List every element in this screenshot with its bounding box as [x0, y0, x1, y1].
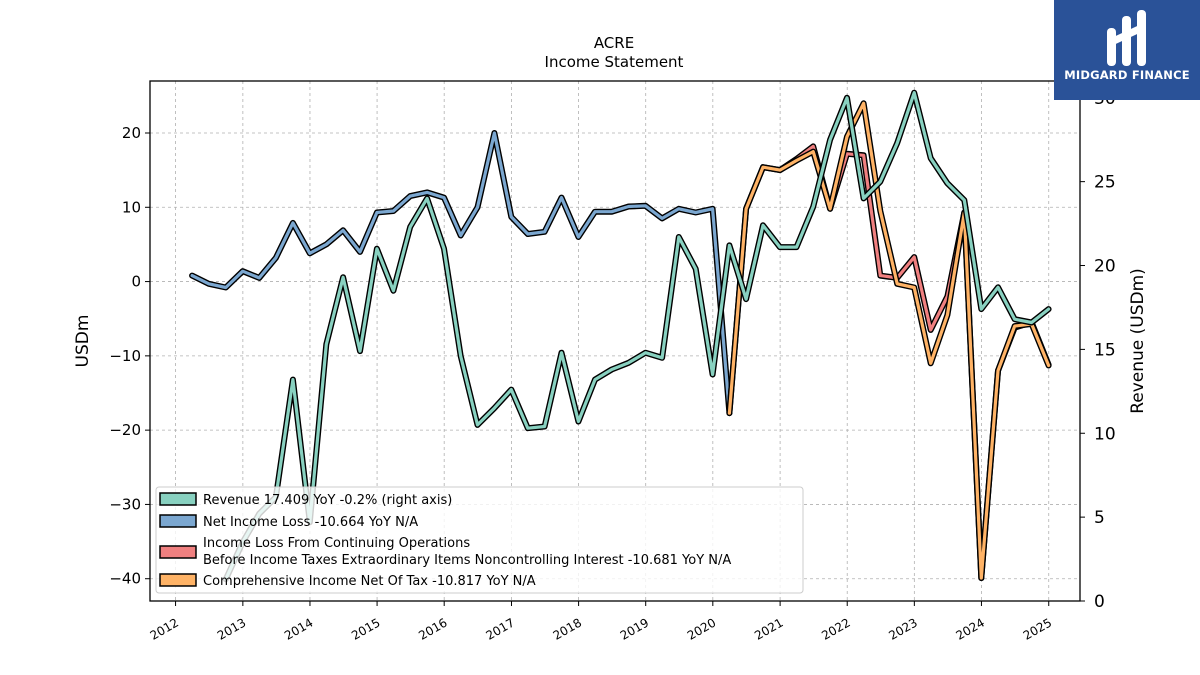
- x-tick-label: 2016: [416, 615, 449, 642]
- x-tick-label: 2025: [1021, 615, 1054, 642]
- y-tick-label: 0: [131, 273, 141, 291]
- y-tick-label: −40: [109, 570, 141, 588]
- legend-swatch-revenue: [159, 492, 197, 506]
- legend-label-net-income: Net Income Loss -10.664 YoY N/A: [203, 515, 418, 530]
- legend-swatch-comprehensive-income: [159, 573, 197, 587]
- x-tick-label: 2015: [349, 615, 382, 642]
- x-tick-label: 2013: [215, 615, 248, 642]
- series-line-net-income-loss-stroke: [190, 131, 732, 415]
- x-tick-label: 2022: [819, 615, 852, 642]
- legend: Revenue 17.409 YoY -0.2% (right axis) Ne…: [155, 486, 804, 594]
- legend-swatch-net-income: [159, 514, 197, 528]
- legend-label-pretax-line2: Before Income Taxes Extraordinary Items …: [203, 553, 731, 568]
- y-axis-label: USDm: [73, 315, 93, 368]
- series-line-revenue: [222, 89, 1052, 583]
- series-line-revenue-stroke: [224, 91, 1051, 581]
- chart-title: ACRE: [594, 34, 634, 52]
- plot-frame: [149, 80, 1081, 602]
- x-tick-label: 2021: [752, 615, 785, 642]
- y-tick-label: −10: [109, 347, 141, 365]
- legend-box: [155, 486, 804, 594]
- y-right-tick-label: 20: [1094, 257, 1116, 277]
- legend-swatch-pretax-income: [159, 545, 197, 559]
- series-layer: [189, 89, 1052, 583]
- legend-label-revenue: Revenue 17.409 YoY -0.2% (right axis): [203, 493, 452, 508]
- y-right-tick-label: 15: [1094, 340, 1116, 360]
- series-line-comprehensive-income-net-of-tax-stroke: [727, 101, 1051, 580]
- x-tick-label: 2018: [551, 615, 584, 642]
- x-tick-label: 2023: [886, 615, 919, 642]
- x-tick-label: 2024: [953, 615, 986, 642]
- left-axis: −40 −30 −20 −10 0 10 20: [109, 124, 150, 588]
- y-tick-label: −30: [109, 495, 141, 513]
- x-axis: 2012 2013 2014 2015 2016 2017 2018 2019 2020 2021…: [148, 601, 1054, 643]
- logo-text: MIDGARD FINANCE: [1064, 68, 1190, 82]
- right-axis: 051015202530: [1080, 89, 1116, 612]
- y-tick-label: 20: [122, 124, 141, 142]
- y-right-tick-label: 5: [1094, 508, 1105, 528]
- series-line-comprehensive-income-net-of-tax: [726, 100, 1052, 581]
- series-line-net-income-loss-outline: [189, 130, 733, 417]
- x-tick-label: 2019: [618, 615, 651, 642]
- x-tick-label: 2017: [484, 615, 517, 642]
- x-tick-label: 2014: [282, 615, 315, 642]
- chart-subtitle: Income Statement: [545, 53, 684, 71]
- y-axis-right-label: Revenue (USDm): [1128, 268, 1148, 414]
- y-tick-label: −20: [109, 421, 141, 439]
- y-right-tick-label: 25: [1094, 173, 1116, 193]
- y-right-tick-label: 0: [1094, 592, 1105, 612]
- logo-emblem-icon: [1107, 10, 1146, 66]
- series-line-net-income-loss: [189, 130, 733, 417]
- x-tick-label: 2020: [685, 615, 718, 642]
- y-right-tick-label: 10: [1094, 424, 1116, 444]
- x-tick-label: 2012: [148, 615, 181, 642]
- legend-label-comprehensive-income: Comprehensive Income Net Of Tax -10.817 …: [203, 574, 536, 589]
- legend-label-pretax-line1: Income Loss From Continuing Operations: [203, 536, 470, 551]
- brand-logo: MIDGARD FINANCE: [1054, 0, 1200, 100]
- y-tick-label: 10: [122, 198, 141, 216]
